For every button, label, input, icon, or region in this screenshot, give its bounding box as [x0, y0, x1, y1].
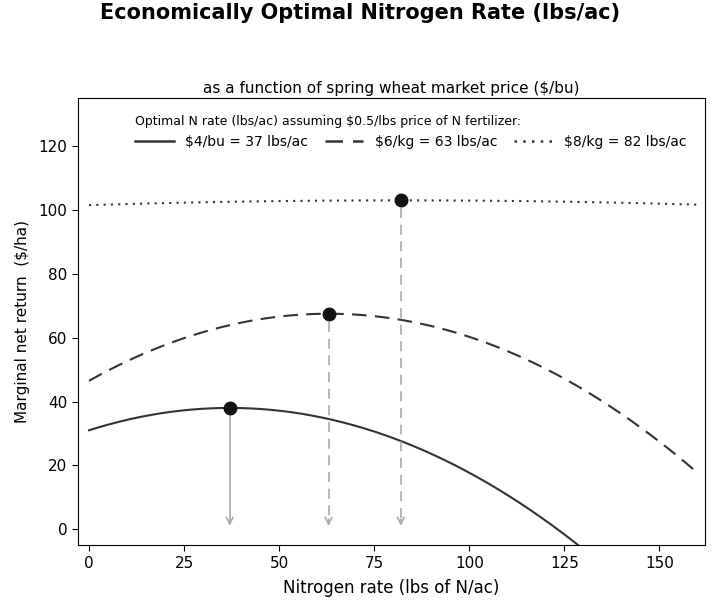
X-axis label: Nitrogen rate (lbs of N/ac): Nitrogen rate (lbs of N/ac) [283, 579, 500, 597]
Text: Economically Optimal Nitrogen Rate (lbs/ac): Economically Optimal Nitrogen Rate (lbs/… [100, 3, 620, 23]
Legend: $4/bu = 37 lbs/ac, $6/kg = 63 lbs/ac, $8/kg = 82 lbs/ac: $4/bu = 37 lbs/ac, $6/kg = 63 lbs/ac, $8… [130, 110, 692, 155]
Title: as a function of spring wheat market price ($/bu): as a function of spring wheat market pri… [203, 81, 580, 95]
Y-axis label: Marginal net return  ($/ha): Marginal net return ($/ha) [15, 220, 30, 424]
